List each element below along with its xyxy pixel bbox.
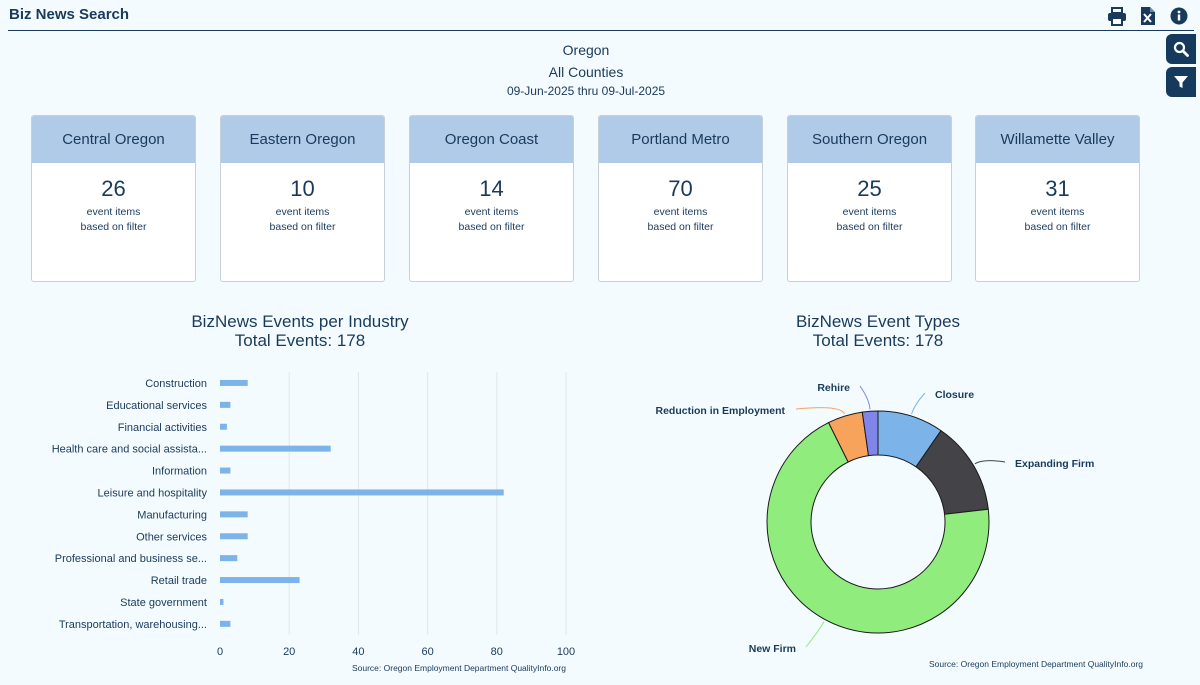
slice-label: New Firm <box>749 643 796 655</box>
industry-bar[interactable] <box>220 379 248 386</box>
card-region-name: Portland Metro <box>599 116 762 163</box>
x-tick-label: 40 <box>352 646 364 658</box>
slice-label: Rehire <box>817 382 850 394</box>
card-count: 14 <box>479 176 504 201</box>
card-region-name: Oregon Coast <box>410 116 573 163</box>
chart-source: Source: Oregon Employment Department Qua… <box>352 663 566 673</box>
card-region-name: Willamette Valley <box>976 116 1139 163</box>
y-category-label: Professional and business se... <box>55 553 207 565</box>
donut-slice[interactable] <box>766 421 990 634</box>
card-region-name: Central Oregon <box>32 116 195 163</box>
filter-icon <box>1174 76 1188 88</box>
county-title: All Counties <box>548 64 624 80</box>
slice-connector <box>859 385 871 410</box>
y-category-label: Financial activities <box>118 422 208 434</box>
industry-bar[interactable] <box>220 401 231 408</box>
slice-connector <box>795 407 845 415</box>
y-category-label: State government <box>120 597 207 609</box>
filter-button[interactable] <box>1166 67 1196 97</box>
search-button[interactable] <box>1166 34 1196 64</box>
y-category-label: Construction <box>145 378 207 390</box>
card-label: event items <box>464 206 519 218</box>
y-category-label: Health care and social assista... <box>52 444 207 456</box>
industry-bar[interactable] <box>220 620 231 627</box>
region-card-oregon-coast[interactable]: Oregon Coast 14 event items based on fil… <box>409 115 574 282</box>
card-count: 31 <box>1045 176 1070 201</box>
card-label: event items <box>653 206 708 218</box>
region-card-willamette-valley[interactable]: Willamette Valley 31 event items based o… <box>975 115 1140 282</box>
card-note: based on filter <box>1024 221 1091 233</box>
excel-icon[interactable] <box>1139 6 1159 26</box>
card-count: 70 <box>668 176 693 201</box>
industry-bar[interactable] <box>220 598 224 605</box>
region-card-eastern-oregon[interactable]: Eastern Oregon 10 event items based on f… <box>220 115 385 282</box>
x-tick-label: 60 <box>421 646 433 658</box>
card-label: event items <box>275 206 330 218</box>
industry-bar[interactable] <box>220 467 231 474</box>
top-bar: Biz News Search <box>0 0 1200 31</box>
card-label: event items <box>86 206 141 218</box>
x-tick-label: 80 <box>491 646 503 658</box>
industry-bar[interactable] <box>220 489 504 496</box>
y-category-label: Manufacturing <box>137 509 207 521</box>
card-label: event items <box>1030 206 1085 218</box>
industry-bar[interactable] <box>220 533 248 540</box>
card-region-name: Southern Oregon <box>788 116 951 163</box>
card-note: based on filter <box>836 221 903 233</box>
y-category-label: Transportation, warehousing... <box>59 619 207 631</box>
industry-chart-title: BizNews Events per Industry <box>191 312 409 331</box>
y-category-label: Educational services <box>106 400 207 412</box>
card-note: based on filter <box>80 221 147 233</box>
print-icon[interactable] <box>1107 6 1127 26</box>
state-title: Oregon <box>562 42 610 58</box>
slice-label: Expanding Firm <box>1015 458 1094 470</box>
info-icon[interactable] <box>1169 6 1189 26</box>
x-tick-label: 100 <box>557 646 575 658</box>
event-types-donut-chart: Closure Expanding Firm New Firm Reduction i… <box>655 382 1143 669</box>
industry-bar[interactable] <box>220 511 248 518</box>
card-label: event items <box>842 206 897 218</box>
y-category-label: Retail trade <box>151 575 207 587</box>
region-card-central-oregon[interactable]: Central Oregon 26 event items based on f… <box>31 115 196 282</box>
industry-bar[interactable] <box>220 445 331 452</box>
y-category-label: Leisure and hospitality <box>98 487 208 499</box>
region-card-southern-oregon[interactable]: Southern Oregon 25 event items based on … <box>787 115 952 282</box>
industry-chart-subtitle: Total Events: 178 <box>234 331 366 350</box>
slice-label: Reduction in Employment <box>655 405 785 417</box>
slice-connector <box>974 460 1006 465</box>
card-note: based on filter <box>647 221 714 233</box>
slice-connector <box>911 392 926 415</box>
slice-label: Closure <box>935 389 974 401</box>
card-note: based on filter <box>269 221 336 233</box>
x-tick-label: 20 <box>283 646 295 658</box>
card-region-name: Eastern Oregon <box>221 116 384 163</box>
card-note: based on filter <box>458 221 525 233</box>
chart-source: Source: Oregon Employment Department Qua… <box>929 659 1143 669</box>
industry-bar[interactable] <box>220 423 227 430</box>
industry-bar-chart: 0 20 40 60 80 100 Construction Educational serv… <box>52 372 575 673</box>
donut-slice[interactable] <box>861 410 879 457</box>
event-types-chart-subtitle: Total Events: 178 <box>812 331 944 350</box>
region-card-portland-metro[interactable]: Portland Metro 70 event items based on f… <box>598 115 763 282</box>
industry-bar[interactable] <box>220 577 300 584</box>
search-icon <box>1173 41 1189 57</box>
y-category-label: Information <box>152 466 207 478</box>
slice-connector <box>805 621 825 648</box>
card-count: 26 <box>101 176 126 201</box>
event-types-chart-title: BizNews Event Types <box>795 312 961 331</box>
industry-bar[interactable] <box>220 555 238 562</box>
x-tick-label: 0 <box>217 646 223 658</box>
card-count: 25 <box>857 176 882 201</box>
title-divider <box>8 30 1194 31</box>
card-count: 10 <box>290 176 315 201</box>
y-category-label: Other services <box>136 531 207 543</box>
date-range: 09-Jun-2025 thru 09-Jul-2025 <box>506 84 666 98</box>
app-title: Biz News Search <box>9 6 130 23</box>
